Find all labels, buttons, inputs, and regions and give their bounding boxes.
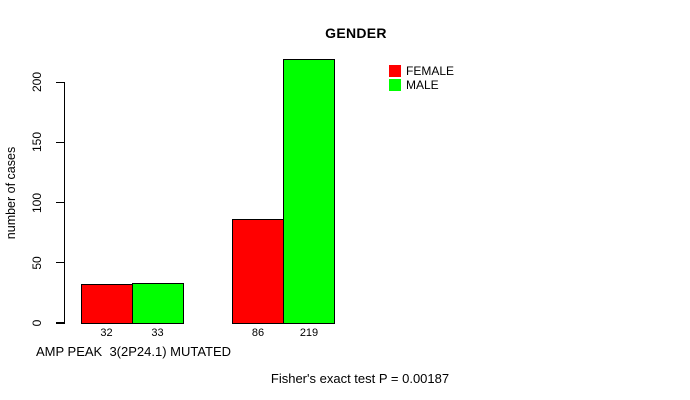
y-axis-tick-label: 150 [30,132,44,153]
legend: FEMALE MALE [389,64,454,92]
y-axis-tick-label: 50 [30,256,44,270]
y-axis-tick [55,322,64,324]
bar-male-group2 [283,59,335,324]
legend-item-female: FEMALE [389,64,454,78]
x-axis-label: AMP PEAK 3(2P24.1) MUTATED [36,344,232,359]
legend-swatch-male [389,79,401,91]
bar-value-label: 86 [251,327,265,339]
legend-swatch-female [389,65,401,77]
fisher-test-note: Fisher's exact test P = 0.00187 [270,371,450,386]
y-axis-tick [55,201,64,204]
chart-title: GENDER [325,25,387,41]
bar-value-label: 33 [151,327,164,339]
y-axis-tick-label: 100 [30,192,44,213]
legend-label-male: MALE [406,78,439,92]
y-axis-tick [55,81,64,83]
y-axis-tick [55,141,64,144]
legend-label-female: FEMALE [406,64,455,78]
y-axis-line [63,82,65,325]
bar-male-group1 [131,283,184,324]
legend-item-male: MALE [389,78,454,92]
bar-value-label: 32 [100,327,113,339]
bar-female-group1 [80,284,133,324]
y-axis-tick-label: 0 [30,319,44,327]
y-axis-tick-label: 200 [30,72,44,93]
bar-female-group2 [232,219,284,324]
y-axis-tick [55,262,64,264]
bar-value-label: 219 [299,327,319,339]
